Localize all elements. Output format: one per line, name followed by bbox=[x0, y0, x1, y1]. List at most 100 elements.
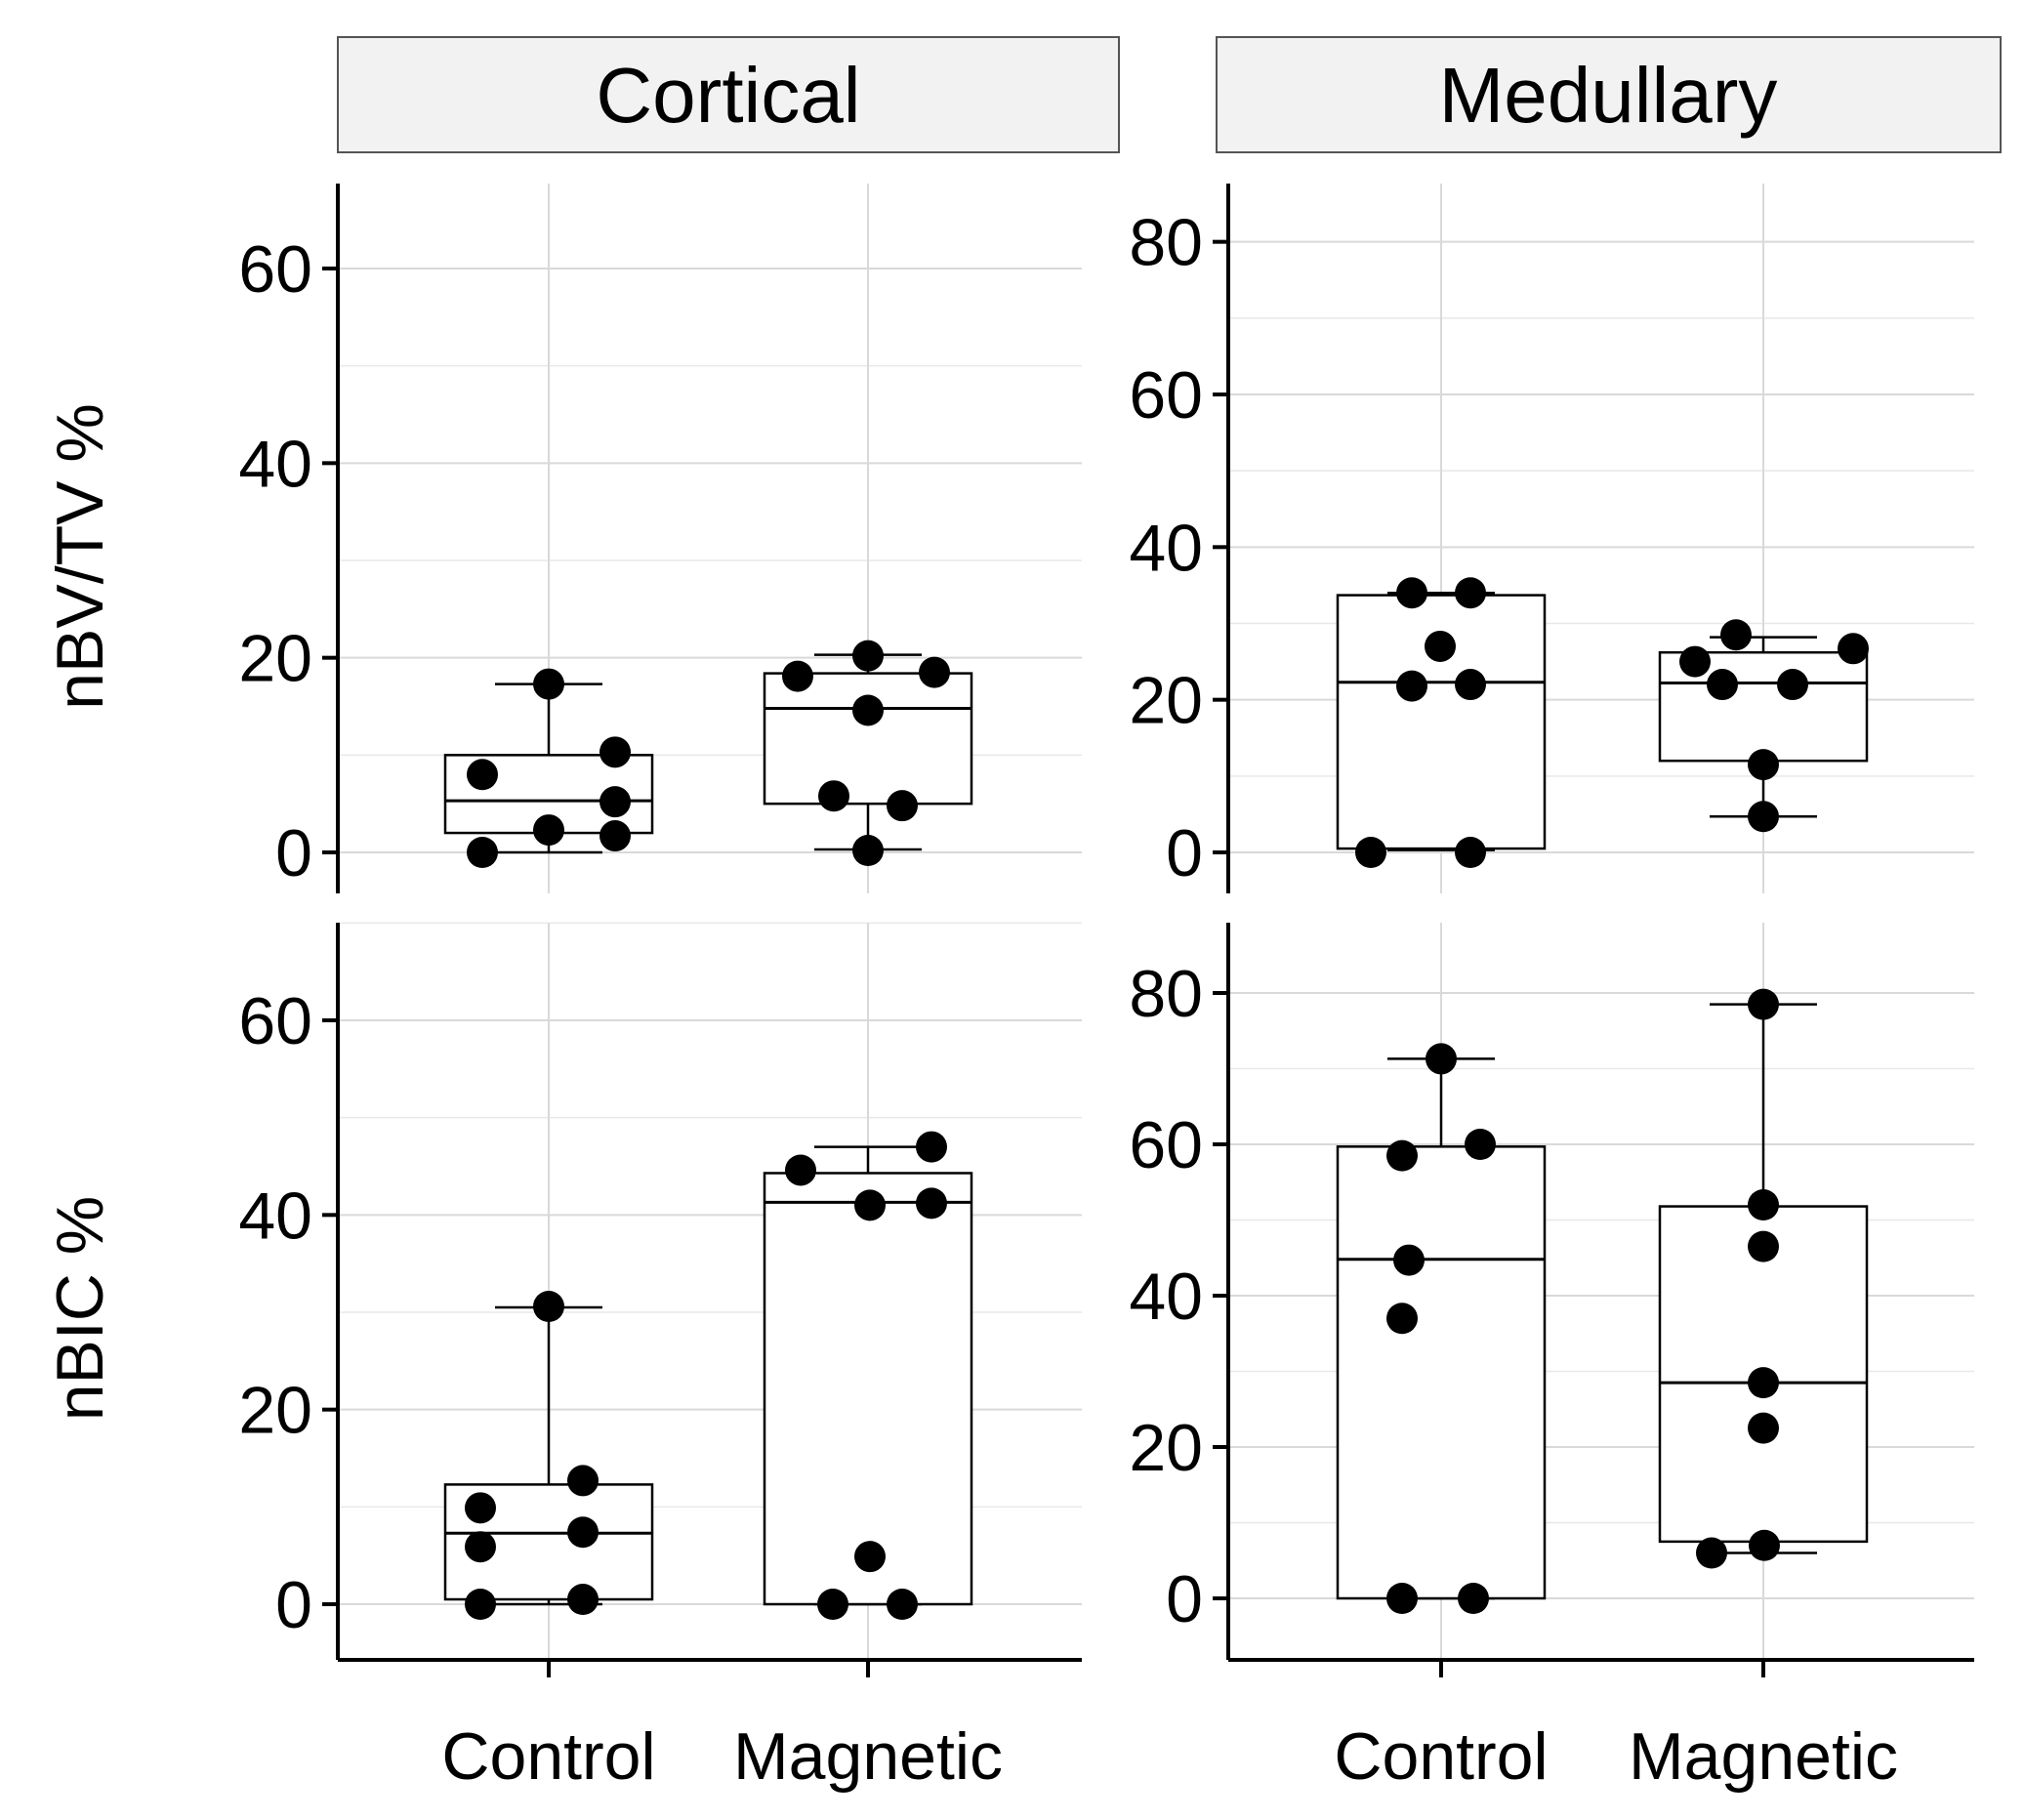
data-point bbox=[1707, 669, 1738, 701]
y-tick-label: 40 bbox=[1129, 511, 1203, 585]
data-point bbox=[852, 694, 884, 726]
data-point bbox=[782, 660, 813, 692]
box-iqr bbox=[763, 1172, 973, 1606]
data-point bbox=[1386, 1583, 1418, 1614]
box-control bbox=[1336, 1043, 1547, 1614]
data-point bbox=[1696, 1537, 1727, 1569]
box-magnetic bbox=[763, 1131, 973, 1620]
data-point bbox=[1425, 630, 1456, 662]
x-tick-label-cortical-control: Control bbox=[441, 1719, 655, 1794]
data-point bbox=[567, 1584, 599, 1616]
data-point bbox=[1393, 1244, 1425, 1276]
data-point bbox=[467, 759, 498, 791]
data-point bbox=[1838, 633, 1869, 665]
box-magnetic bbox=[1658, 619, 1869, 833]
y-tick-label: 80 bbox=[1129, 206, 1203, 280]
facet-strip-medullary-label: Medullary bbox=[1439, 52, 1778, 139]
panel-medullary-nbvtv: 0 20 40 60 80 bbox=[1129, 184, 1974, 893]
y-axis-title-nbic: nBIC % bbox=[43, 1196, 117, 1422]
data-point bbox=[599, 820, 631, 852]
box-iqr bbox=[1658, 650, 1869, 763]
data-point bbox=[785, 1154, 816, 1186]
y-tick-label: 60 bbox=[1129, 1108, 1203, 1182]
y-tick-label: 40 bbox=[238, 1179, 312, 1253]
facet-strip-cortical: Cortical bbox=[337, 36, 1120, 153]
y-tick-label: 20 bbox=[1129, 664, 1203, 738]
data-point bbox=[533, 1291, 564, 1323]
data-point bbox=[1355, 837, 1386, 868]
data-point bbox=[1396, 670, 1427, 702]
data-point bbox=[1386, 1303, 1418, 1335]
data-point bbox=[1748, 988, 1779, 1020]
data-point bbox=[852, 835, 884, 867]
data-point bbox=[1458, 1583, 1489, 1614]
data-point bbox=[1679, 645, 1711, 678]
data-point bbox=[465, 1531, 496, 1563]
y-tick-label: 0 bbox=[275, 1568, 312, 1642]
data-point bbox=[1748, 801, 1779, 833]
data-point bbox=[599, 736, 631, 768]
data-point bbox=[567, 1516, 599, 1549]
data-point bbox=[533, 668, 564, 700]
data-point bbox=[887, 1589, 918, 1620]
data-point bbox=[1386, 1139, 1418, 1172]
data-point bbox=[1455, 837, 1486, 868]
panel-cortical-nbvtv: 0 20 40 60 bbox=[238, 184, 1082, 893]
box-iqr bbox=[1336, 1145, 1547, 1600]
data-point bbox=[1455, 669, 1486, 701]
x-tick-label-medullary-magnetic: Magnetic bbox=[1629, 1719, 1898, 1794]
data-point bbox=[1465, 1129, 1496, 1160]
y-tick-label: 60 bbox=[1129, 358, 1203, 433]
box-iqr bbox=[763, 672, 973, 806]
data-point bbox=[1749, 1529, 1780, 1561]
facet-strip-cortical-box bbox=[337, 36, 1120, 153]
y-tick-label: 80 bbox=[1129, 957, 1203, 1031]
data-point bbox=[854, 1541, 886, 1573]
box-control bbox=[1336, 577, 1547, 868]
data-point bbox=[1455, 577, 1486, 609]
data-point bbox=[599, 786, 631, 818]
panel-medullary-nbic: 0 20 40 60 80 bbox=[1129, 923, 1974, 1677]
y-tick-label: 20 bbox=[238, 622, 312, 696]
data-point bbox=[465, 1492, 496, 1524]
data-point bbox=[1748, 1412, 1779, 1444]
box-magnetic bbox=[1658, 988, 1869, 1569]
data-point bbox=[817, 1589, 848, 1620]
data-point bbox=[854, 1189, 886, 1221]
y-tick-label: 0 bbox=[1166, 816, 1203, 890]
data-point bbox=[1748, 1230, 1779, 1262]
data-point bbox=[467, 837, 498, 868]
data-point bbox=[919, 656, 950, 688]
data-point bbox=[916, 1131, 947, 1163]
y-tick-label: 0 bbox=[1166, 1562, 1203, 1636]
y-tick-label: 60 bbox=[238, 984, 312, 1058]
data-point bbox=[1396, 577, 1427, 609]
data-point bbox=[1748, 1189, 1779, 1220]
x-tick-label-cortical-magnetic: Magnetic bbox=[733, 1719, 1003, 1794]
data-point bbox=[887, 790, 918, 822]
y-tick-label: 60 bbox=[238, 232, 312, 307]
y-tick-label: 40 bbox=[1129, 1260, 1203, 1334]
box-magnetic bbox=[763, 640, 973, 867]
y-axis-title-nbvtv: nBV/TV % bbox=[43, 403, 117, 710]
data-point bbox=[1720, 619, 1752, 651]
data-point bbox=[818, 780, 849, 812]
y-tick-label: 40 bbox=[238, 427, 312, 501]
data-point bbox=[852, 640, 884, 672]
y-tick-label: 20 bbox=[1129, 1411, 1203, 1485]
data-point bbox=[916, 1187, 947, 1220]
x-tick-label-medullary-control: Control bbox=[1334, 1719, 1548, 1794]
y-tick-label: 20 bbox=[238, 1374, 312, 1448]
data-point bbox=[1748, 749, 1779, 781]
data-point bbox=[533, 814, 564, 847]
data-point bbox=[465, 1589, 496, 1620]
panel-cortical-nbic: 0 20 40 60 bbox=[238, 922, 1082, 1677]
facet-strip-medullary: Medullary bbox=[1216, 36, 2002, 153]
box-control bbox=[443, 1291, 654, 1620]
facet-strip-cortical-label: Cortical bbox=[596, 52, 860, 139]
box-control bbox=[443, 668, 654, 868]
y-tick-label: 0 bbox=[275, 816, 312, 890]
data-point bbox=[1426, 1043, 1457, 1075]
data-point bbox=[1777, 669, 1808, 701]
